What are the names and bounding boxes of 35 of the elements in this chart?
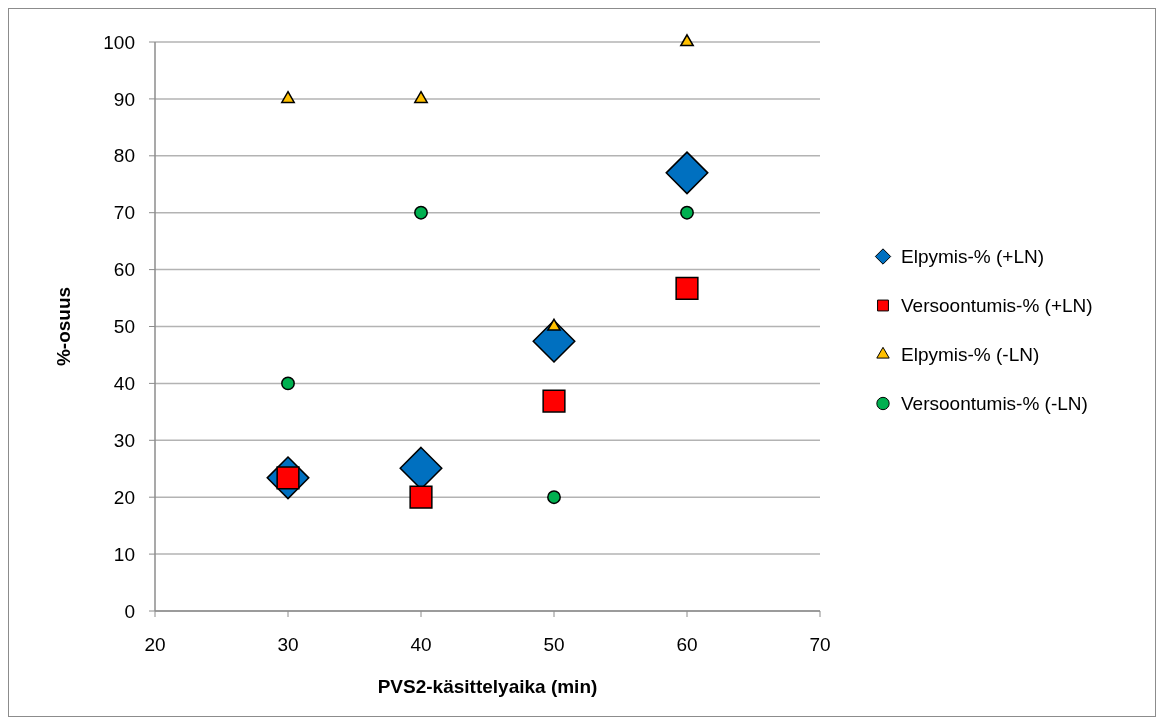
point — [414, 205, 428, 220]
point — [675, 276, 699, 300]
legend-label: Versoontumis-% (+LN) — [901, 295, 1093, 317]
legend-label: Elpymis-% (-LN) — [901, 344, 1040, 366]
y-tick-label: 10 — [113, 543, 135, 565]
point — [680, 34, 694, 47]
point — [409, 485, 433, 509]
y-tick-label: 70 — [113, 202, 135, 224]
y-tick-label: 100 — [103, 31, 135, 53]
x-axis-title: PVS2-käsittelyaika (min) — [377, 676, 598, 697]
point — [665, 151, 709, 195]
x-tick-label: 60 — [676, 634, 698, 655]
y-tick-label: 30 — [113, 429, 135, 451]
point — [281, 376, 295, 391]
legend-label: Versoontumis-% (-LN) — [901, 393, 1088, 415]
y-tick-label: 0 — [124, 600, 135, 622]
point — [547, 318, 561, 331]
x-tick-label: 40 — [410, 634, 432, 655]
y-tick-label: 50 — [113, 316, 135, 338]
point — [414, 90, 428, 104]
y-tick-label: 20 — [113, 486, 135, 508]
point — [542, 389, 566, 413]
y-tick-label: 40 — [113, 373, 135, 395]
y-tick-label: 60 — [113, 259, 135, 281]
y-tick-label: 80 — [113, 145, 135, 167]
y-tick-label: 90 — [113, 88, 135, 110]
x-tick-label: 70 — [809, 634, 831, 655]
legend-label: Elpymis-% (+LN) — [901, 246, 1045, 268]
x-tick-label: 20 — [144, 634, 166, 655]
x-tick-label: 30 — [277, 634, 299, 655]
point — [281, 90, 295, 104]
y-axis-title: %-osuus — [53, 286, 74, 367]
point — [680, 205, 694, 220]
x-tick-label: 50 — [543, 634, 565, 655]
point — [547, 490, 561, 505]
